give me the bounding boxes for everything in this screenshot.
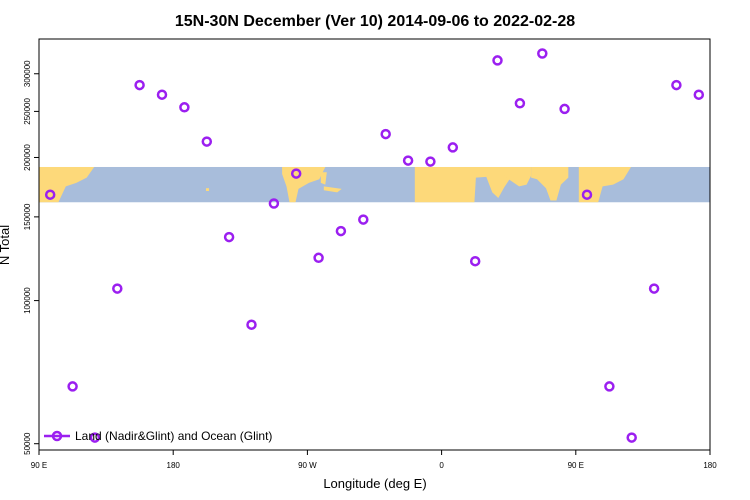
data-point — [89, 432, 101, 443]
data-point — [201, 136, 213, 147]
data-point — [626, 432, 637, 443]
land-shape — [493, 167, 532, 187]
land-shape — [414, 167, 520, 203]
data-point — [425, 156, 436, 167]
y-tick-label: 200000 — [23, 144, 32, 171]
y-axis: 50000 100000 150000 200000 250000 300000 — [23, 60, 39, 455]
land-shape — [531, 167, 569, 201]
data-point — [581, 189, 593, 200]
data-point — [335, 225, 347, 237]
x-tick-label: 180 — [167, 461, 181, 470]
y-axis-label: N Total — [0, 225, 12, 265]
data-point — [447, 142, 459, 153]
data-point — [469, 255, 481, 267]
land-shape — [323, 186, 342, 193]
data-point — [693, 89, 705, 100]
legend-label: Land (Nadir&Glint) and Ocean (Glint) — [75, 429, 272, 443]
data-point — [313, 252, 324, 264]
data-point — [514, 98, 526, 109]
data-point — [179, 102, 190, 113]
chart-title: 15N-30N December (Ver 10) 2014-09-06 to … — [175, 13, 575, 30]
data-point — [223, 231, 235, 243]
legend-marker — [51, 430, 63, 442]
x-tick-label: 0 — [439, 461, 444, 470]
land-shape — [206, 188, 209, 191]
data-point — [537, 48, 548, 59]
data-points — [44, 48, 705, 443]
data-point — [358, 214, 369, 225]
data-point — [44, 189, 56, 200]
data-point — [290, 168, 302, 179]
data-point — [604, 381, 615, 392]
data-point — [67, 381, 78, 392]
x-tick-label: 90 W — [298, 461, 317, 470]
data-point — [492, 55, 503, 66]
plot-frame — [38, 38, 711, 451]
data-point — [559, 103, 570, 115]
data-point — [402, 155, 414, 166]
data-point — [671, 79, 682, 91]
x-axis-label: Longitude (deg E) — [323, 476, 426, 491]
data-point — [112, 283, 123, 294]
legend: Land (Nadir&Glint) and Ocean (Glint) — [44, 429, 272, 443]
data-point — [134, 79, 145, 91]
y-tick-label: 150000 — [23, 203, 32, 230]
data-point — [648, 283, 660, 294]
y-tick-label: 250000 — [23, 98, 32, 125]
y-tick-label: 50000 — [23, 432, 32, 455]
world-map-band — [39, 166, 710, 203]
land-shape — [320, 172, 327, 185]
data-point — [246, 319, 257, 330]
x-tick-label: 90 E — [568, 461, 584, 470]
y-tick-label: 100000 — [23, 287, 32, 314]
data-point — [268, 198, 280, 209]
data-point — [156, 89, 168, 100]
x-axis: 90 E 180 90 W 0 90 E 180 — [31, 450, 717, 470]
y-tick-label: 300000 — [23, 60, 32, 87]
x-tick-label: 90 E — [31, 461, 47, 470]
x-tick-label: 180 — [703, 461, 717, 470]
data-point — [380, 128, 391, 140]
